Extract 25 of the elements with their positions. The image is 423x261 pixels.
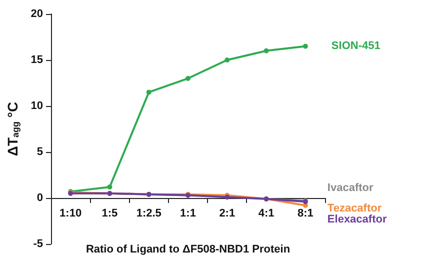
y-tick-label: 0 [36,192,43,204]
point [146,90,152,95]
point [224,58,230,62]
text: SION-451 [331,40,380,52]
text: Elexacaftor [327,214,388,226]
y-axis-title: ΔTagg °C [4,102,20,156]
x-tick-label: 1:10 [60,208,82,220]
y-tick-label: -5 [33,238,43,250]
x-tick-label: 1:5 [102,208,118,220]
x-tick-label: 2:1 [219,208,236,220]
y-tick-label: 10 [30,100,43,112]
x-tick-label: 1:2.5 [136,208,162,220]
x-axis-title: Ratio of Ligand to ΔF508-NBD1 Protein [86,244,290,256]
point [302,44,308,49]
x-tick-label: 8:1 [297,208,314,220]
y-tick-label: 5 [36,146,43,158]
point [264,48,269,54]
point [107,184,112,190]
series-label: Ivacaftor [327,182,374,194]
x-tick-label: 1:1 [180,208,196,220]
point [186,76,190,81]
x-tick-label: 4:1 [258,208,274,220]
y-tick-label: 15 [30,54,43,66]
y-tick-label: 20 [30,8,43,20]
series-label: Tezacaftor [327,202,382,214]
